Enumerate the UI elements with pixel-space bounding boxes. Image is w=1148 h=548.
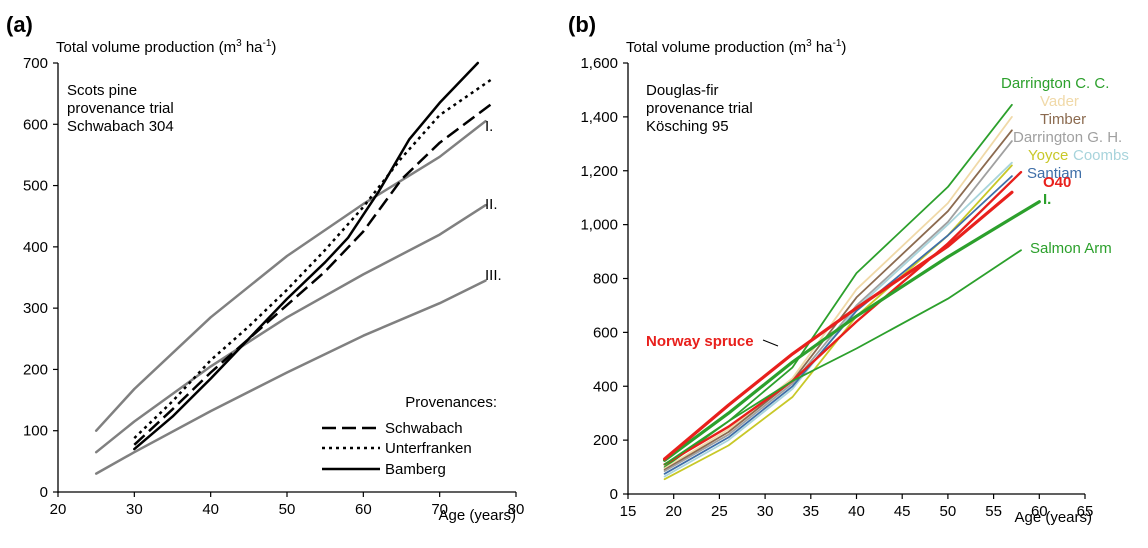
panel-b-x-tick-label: 45	[894, 503, 911, 520]
label-yoyce: Yoyce	[1028, 147, 1068, 164]
panel-a-series-line-ii	[94, 203, 487, 454]
panel-a-y-axis-title: Total volume production (m3 ha-1)	[56, 38, 276, 56]
panel-b-series-line-norway-spruce	[663, 190, 1014, 461]
label-coombs: Coombs	[1073, 147, 1129, 164]
panel-b-x-axis-title: Age (years)	[1014, 509, 1092, 526]
panel-a-y-tick-label: 0	[40, 484, 48, 501]
panel-a-series-line-schwabach	[133, 101, 494, 446]
label-darrington-cc: Darrington C. C.	[1001, 75, 1109, 92]
panel-a-x-axis-title: Age (years)	[438, 507, 516, 524]
panel-a-ticks: 20 30 40 50 60 70 80 0 100 200 300 400 500 600 700	[23, 55, 524, 518]
panel-a-x-tick-label: 40	[202, 501, 219, 518]
panel-a-series-line-i	[94, 119, 487, 432]
panel-a-x-tick-label: 20	[50, 501, 67, 518]
panel-b-series-line-santiam	[663, 175, 1013, 475]
panel-b-y-axis-title: Total volume production (m3 ha-1)	[626, 38, 846, 56]
panel-a-y-tick-label: 200	[23, 361, 48, 378]
panel-b-x-tick-label: 65	[1077, 503, 1094, 520]
panel-a-y-tick-label: 400	[23, 239, 48, 256]
label-o40: O40	[1043, 174, 1071, 191]
label-darrington-gh: Darrington G. H.	[1013, 129, 1122, 146]
panel-b-x-tick-label: 35	[802, 503, 819, 520]
panel-b-series-line-darrington-g-h	[663, 140, 1013, 472]
panel-a-series-line-iii	[94, 279, 487, 475]
label-norway-spruce: Norway spruce	[646, 333, 754, 350]
panel-b-x-tick-label: 30	[757, 503, 774, 520]
panel-a-y-tick-label: 500	[23, 178, 48, 195]
panel-b-x-tick-label: 60	[1031, 503, 1048, 520]
panel-b-x-tick-label: 50	[940, 503, 957, 520]
panel-b-y-tick-label: 400	[593, 378, 618, 395]
panel-b-ticks: 15 20 25 30 35 40 45 50 55 60 65 0 200 400 600 800 1,000…	[580, 55, 1093, 520]
panel-b-series-line-o40	[663, 170, 1023, 466]
site-index-label-III: III.	[485, 267, 502, 284]
panel-a-x-tick-label: 70	[431, 501, 448, 518]
panel-b: (b) Total volume production (m3 ha-1) 15…	[568, 12, 1129, 526]
legend-label-unterfranken: Unterfranken	[385, 440, 472, 457]
panel-a-series-line-unterfranken	[133, 77, 494, 440]
panel-a: (a) Total volume production (m3 ha-1) 20…	[6, 12, 524, 524]
label-site-index-I: I.	[1043, 191, 1051, 208]
panel-b-x-tick-label: 15	[620, 503, 637, 520]
panel-b-y-tick-label: 800	[593, 271, 618, 288]
panel-a-x-tick-label: 50	[279, 501, 296, 518]
site-index-label-I: I.	[485, 118, 493, 135]
panel-b-y-tick-label: 1,200	[580, 163, 618, 180]
legend-title: Provenances:	[405, 394, 497, 411]
legend-label-bamberg: Bamberg	[385, 461, 446, 478]
panel-b-line-labels: Darrington C. C. Vader Timber Darrington…	[646, 75, 1129, 350]
label-salmon-arm: Salmon Arm	[1030, 240, 1112, 257]
panel-b-x-tick-label: 55	[985, 503, 1002, 520]
panel-b-series-line-yoyce	[663, 164, 1013, 481]
site-index-label-II: II.	[485, 196, 498, 213]
panel-a-y-tick-label: 100	[23, 423, 48, 440]
panel-a-lines	[94, 61, 494, 475]
panel-b-x-tick-label: 20	[665, 503, 682, 520]
panel-b-y-tick-label: 1,600	[580, 55, 618, 72]
panel-a-y-tick-label: 300	[23, 300, 48, 317]
panel-a-y-tick-label: 700	[23, 55, 48, 72]
panel-b-series-line-vader	[663, 116, 1013, 470]
norway-spruce-leader-line	[762, 339, 779, 347]
panel-b-annotation: Douglas-fir provenance trial Kösching 95	[646, 82, 757, 135]
panel-b-series-line-salmon-arm	[663, 249, 1022, 466]
panel-a-annotation: Scots pine provenance trial Schwabach 30…	[67, 82, 178, 135]
panel-b-series-line-darrington-c-c	[663, 103, 1013, 468]
panel-b-x-tick-label: 40	[848, 503, 865, 520]
panel-b-x-tick-label: 25	[711, 503, 728, 520]
panel-a-legend: Provenances: Schwabach Unterfranken Bamb…	[322, 394, 497, 478]
label-timber: Timber	[1040, 111, 1086, 128]
panel-b-y-tick-label: 600	[593, 324, 618, 341]
panel-b-y-tick-label: 0	[610, 486, 618, 503]
panel-b-y-tick-label: 1,400	[580, 109, 618, 126]
label-vader: Vader	[1040, 93, 1079, 110]
panel-b-y-tick-label: 200	[593, 432, 618, 449]
panel-a-x-tick-label: 30	[126, 501, 143, 518]
panel-a-x-tick-label: 60	[355, 501, 372, 518]
panel-a-y-tick-label: 600	[23, 116, 48, 133]
panel-a-x-tick-label: 80	[508, 501, 525, 518]
panel-b-y-tick-label: 1,000	[580, 217, 618, 234]
panel-b-series-line-i	[663, 200, 1041, 462]
panel-b-lines	[663, 103, 1041, 481]
label-santiam: Santiam	[1027, 165, 1082, 182]
panel-a-series-line-bamberg	[133, 61, 480, 451]
panel-b-letter: (b)	[568, 12, 596, 37]
legend-label-schwabach: Schwabach	[385, 420, 463, 437]
panel-a-letter: (a)	[6, 12, 33, 37]
